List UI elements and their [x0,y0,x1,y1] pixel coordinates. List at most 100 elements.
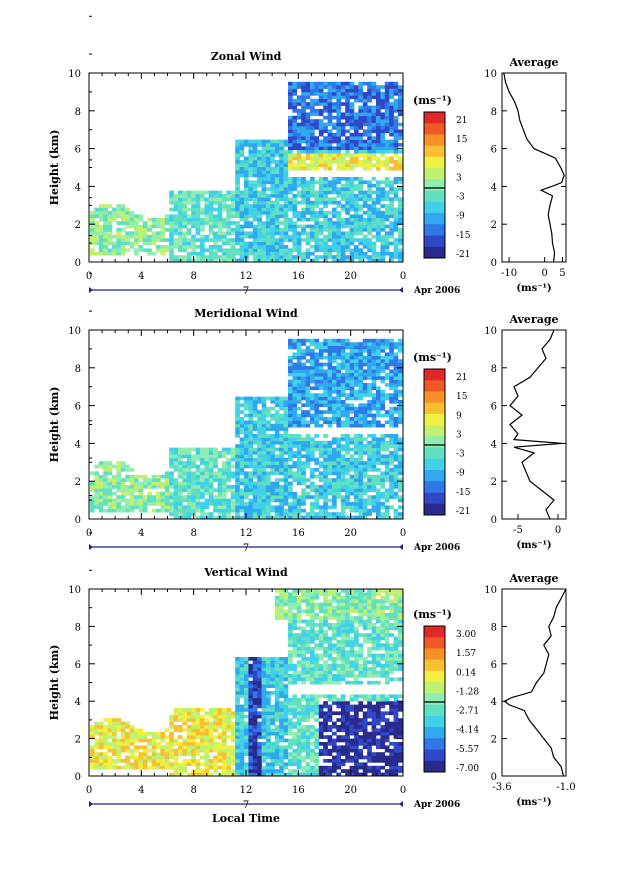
colorbar-segment [424,447,445,460]
colorbar-segment [424,704,445,717]
profile-height-label: 2 [491,220,497,231]
colorbar-segment [424,760,445,773]
time-tick-label: 12 [240,271,253,282]
colorbar-segment [424,413,445,426]
colorbar-segment [424,738,445,750]
profile-x-tick-label: 5 [559,268,565,279]
colorbar-tick-label: 3 [456,430,462,440]
height-tick-label: 0 [75,258,81,269]
colorbar-frame [423,368,446,516]
date-label: Apr 2006 [413,286,460,296]
profile-x-tick-label: 0 [541,268,547,279]
height-tick-label: 2 [75,735,81,746]
profile-height-label: 0 [491,258,497,269]
colorbar-unit: (ms⁻¹) [413,94,452,107]
time-tick-label: 16 [292,271,305,282]
time-tick-label: 4 [138,528,144,539]
heatmap-cells [90,338,403,520]
colorbar-unit: (ms⁻¹) [413,351,452,364]
colorbar-tick-label: -15 [456,231,471,241]
profile-unit: (ms⁻¹) [516,797,551,808]
heatmap-cells [90,81,403,263]
panel-title: Vertical Wind [203,566,288,579]
colorbar-segment [424,145,445,158]
colorbar-tick-label: -21 [456,507,471,517]
colorbar-tick-label: -5.57 [456,745,479,755]
time-tick-label: 20 [344,785,357,796]
colorbar-tick-label: 9 [456,154,462,164]
time-axis: 0 4 8 12 16 20 0 [86,73,406,282]
profile-x-tick-label: -1.0 [556,782,575,793]
time-tick-label: 0 [86,271,92,282]
colorbar-segment [424,224,445,236]
colorbar-segment [424,715,445,728]
profile-height-label: 0 [491,772,497,783]
colorbar-tick-label: 15 [456,392,468,402]
colorbar-tick-label: 21 [456,116,467,126]
time-tick-label: 20 [344,528,357,539]
time-axis: 0 4 8 12 16 20 0 [86,589,406,796]
profile-height-label: 6 [491,402,497,413]
colorbar-unit: (ms⁻¹) [413,608,452,621]
time-tick-label: 8 [190,271,196,282]
heatmap-cells [90,589,403,777]
colorbar-segment [424,123,445,135]
day-bar-start [89,801,93,807]
average-profile: Average 0 2 4 6 8 10 -10 0 5 (ms⁻¹) [484,56,567,294]
height-axis-label: Height (km) [48,645,61,721]
day-label: 7 [243,800,249,811]
colorbar-segment [424,693,445,706]
average-profile: Average 0 2 4 6 8 10 -5 0 (ms⁻¹) [484,313,567,551]
local-time-label: Local Time [212,812,280,825]
time-tick-label: 0 [400,271,406,282]
time-tick-label: 0 [400,785,406,796]
colorbar-segment [424,670,445,683]
average-profile: Average 0 2 4 6 8 10 -3.6 -1.0 (ms⁻¹) [484,572,575,808]
time-tick-label: 0 [86,528,92,539]
colorbar-segment [424,470,445,482]
height-axis: 0 2 4 6 8 10 Height (km) [48,159,403,526]
profile-frame [501,588,567,777]
day-label: 7 [243,286,249,297]
time-tick-label: 8 [190,528,196,539]
colorbar-tick-label: 15 [456,135,468,145]
profile-frame [501,329,567,520]
colorbar-tick-label: -9 [456,212,465,222]
profile-x-tick-label: 0 [555,525,561,536]
time-tick-label: 0 [86,785,92,796]
colorbar-segment [424,112,445,124]
height-tick-label: 0 [75,772,81,783]
height-tick-label: 6 [75,145,81,156]
day-bar-start [89,287,93,293]
colorbar-tick-label: -1.28 [456,687,479,697]
colorbar-segment [424,201,445,214]
profile-unit: (ms⁻¹) [516,283,551,294]
colorbar: (ms⁻¹) 3.00 1.57 0.14 -1.28 -2.71 -4.14 -5.57 -7… [413,608,479,774]
time-tick-label: 12 [240,785,253,796]
colorbar-segment [424,749,445,762]
colorbar-tick-label: -15 [456,488,471,498]
profile-height-label: 2 [491,735,497,746]
profile-x-tick-label: -5 [513,525,523,536]
day-label: 7 [243,543,249,554]
profile-height-label: 0 [491,515,497,526]
height-tick-label: 4 [75,182,81,193]
colorbar-tick-label: -3 [456,450,465,460]
colorbar-tick-label: -3 [456,193,465,203]
colorbar-segment [424,235,445,248]
profile-frame [501,72,567,263]
time-tick-label: 0 [400,528,406,539]
profile-x-tick-label: -10 [501,268,517,279]
colorbar-segment [424,481,445,493]
profile-height-label: 6 [491,145,497,156]
height-axis: 0 2 4 6 8 10 Height (km) [48,15,403,269]
height-tick-label: 4 [75,697,81,708]
colorbar-segment [424,436,445,449]
height-axis: 0 2 4 6 8 10 Height (km) [48,420,403,783]
height-tick-label: 10 [68,585,81,596]
height-tick-label: 8 [75,622,81,633]
colorbar-frame [423,111,446,259]
colorbar-tick-label: -9 [456,469,465,479]
average-title: Average [508,56,558,69]
